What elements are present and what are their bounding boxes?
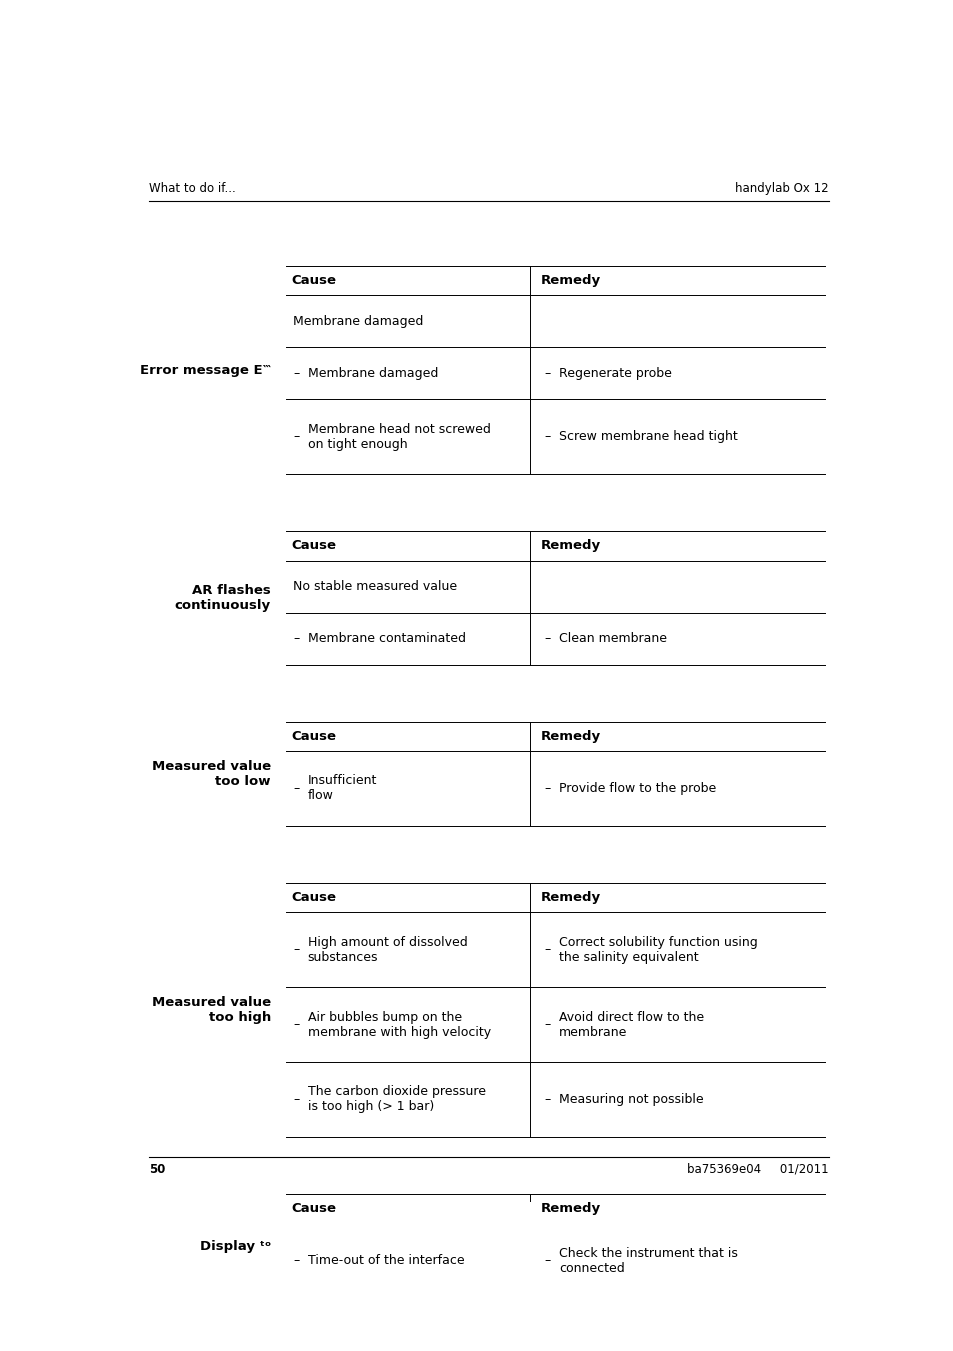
Text: ba75369e04     01/2011: ba75369e04 01/2011 [687, 1163, 828, 1175]
Text: Remedy: Remedy [540, 730, 600, 743]
Text: Avoid direct flow to the
membrane: Avoid direct flow to the membrane [558, 1011, 703, 1039]
Text: Cause: Cause [292, 730, 336, 743]
Text: No stable measured value: No stable measured value [293, 580, 456, 593]
Text: –: – [293, 430, 299, 443]
Text: –: – [293, 1254, 299, 1267]
Text: Correct solubility function using
the salinity equivalent: Correct solubility function using the sa… [558, 936, 757, 963]
Text: Measuring not possible: Measuring not possible [558, 1093, 703, 1106]
Text: What to do if...: What to do if... [149, 181, 235, 195]
Text: Cause: Cause [292, 274, 336, 288]
Text: –: – [544, 943, 550, 957]
Text: Time-out of the interface: Time-out of the interface [308, 1254, 464, 1267]
Text: –: – [293, 1093, 299, 1106]
Text: Remedy: Remedy [540, 274, 600, 288]
Text: Remedy: Remedy [540, 892, 600, 904]
Text: Air bubbles bump on the
membrane with high velocity: Air bubbles bump on the membrane with hi… [308, 1011, 491, 1039]
Text: Membrane damaged: Membrane damaged [308, 366, 437, 380]
Text: –: – [293, 366, 299, 380]
Text: –: – [293, 632, 299, 644]
Text: Measured value
too high: Measured value too high [152, 996, 271, 1024]
Text: –: – [544, 782, 550, 794]
Text: Check the instrument that is
connected: Check the instrument that is connected [558, 1247, 738, 1274]
Text: Membrane damaged: Membrane damaged [293, 315, 423, 328]
Text: Cause: Cause [292, 892, 336, 904]
Text: The carbon dioxide pressure
is too high (> 1 bar): The carbon dioxide pressure is too high … [308, 1085, 485, 1113]
Text: –: – [544, 1019, 550, 1031]
Text: Measured value
too low: Measured value too low [152, 759, 271, 788]
Text: handylab Ox 12: handylab Ox 12 [735, 181, 828, 195]
Text: Screw membrane head tight: Screw membrane head tight [558, 430, 737, 443]
Text: –: – [544, 1093, 550, 1106]
Text: –: – [544, 1254, 550, 1267]
Text: Insufficient
flow: Insufficient flow [308, 774, 376, 802]
Text: –: – [544, 632, 550, 644]
Text: Clean membrane: Clean membrane [558, 632, 666, 644]
Text: AR flashes
continuously: AR flashes continuously [174, 584, 271, 612]
Text: Membrane head not screwed
on tight enough: Membrane head not screwed on tight enoug… [308, 423, 490, 451]
Text: Provide flow to the probe: Provide flow to the probe [558, 782, 716, 794]
Text: –: – [293, 1019, 299, 1031]
Text: 50: 50 [149, 1163, 165, 1175]
Text: Cause: Cause [292, 539, 336, 553]
Text: Display ᵗᵒ: Display ᵗᵒ [199, 1240, 271, 1252]
Text: –: – [544, 430, 550, 443]
Text: –: – [544, 366, 550, 380]
Text: Regenerate probe: Regenerate probe [558, 366, 671, 380]
Text: Remedy: Remedy [540, 539, 600, 553]
Text: Cause: Cause [292, 1202, 336, 1215]
Text: Remedy: Remedy [540, 1202, 600, 1215]
Text: –: – [293, 943, 299, 957]
Text: Error message E‷: Error message E‷ [140, 363, 271, 377]
Text: –: – [293, 782, 299, 794]
Text: Membrane contaminated: Membrane contaminated [308, 632, 465, 644]
Text: High amount of dissolved
substances: High amount of dissolved substances [308, 936, 467, 963]
